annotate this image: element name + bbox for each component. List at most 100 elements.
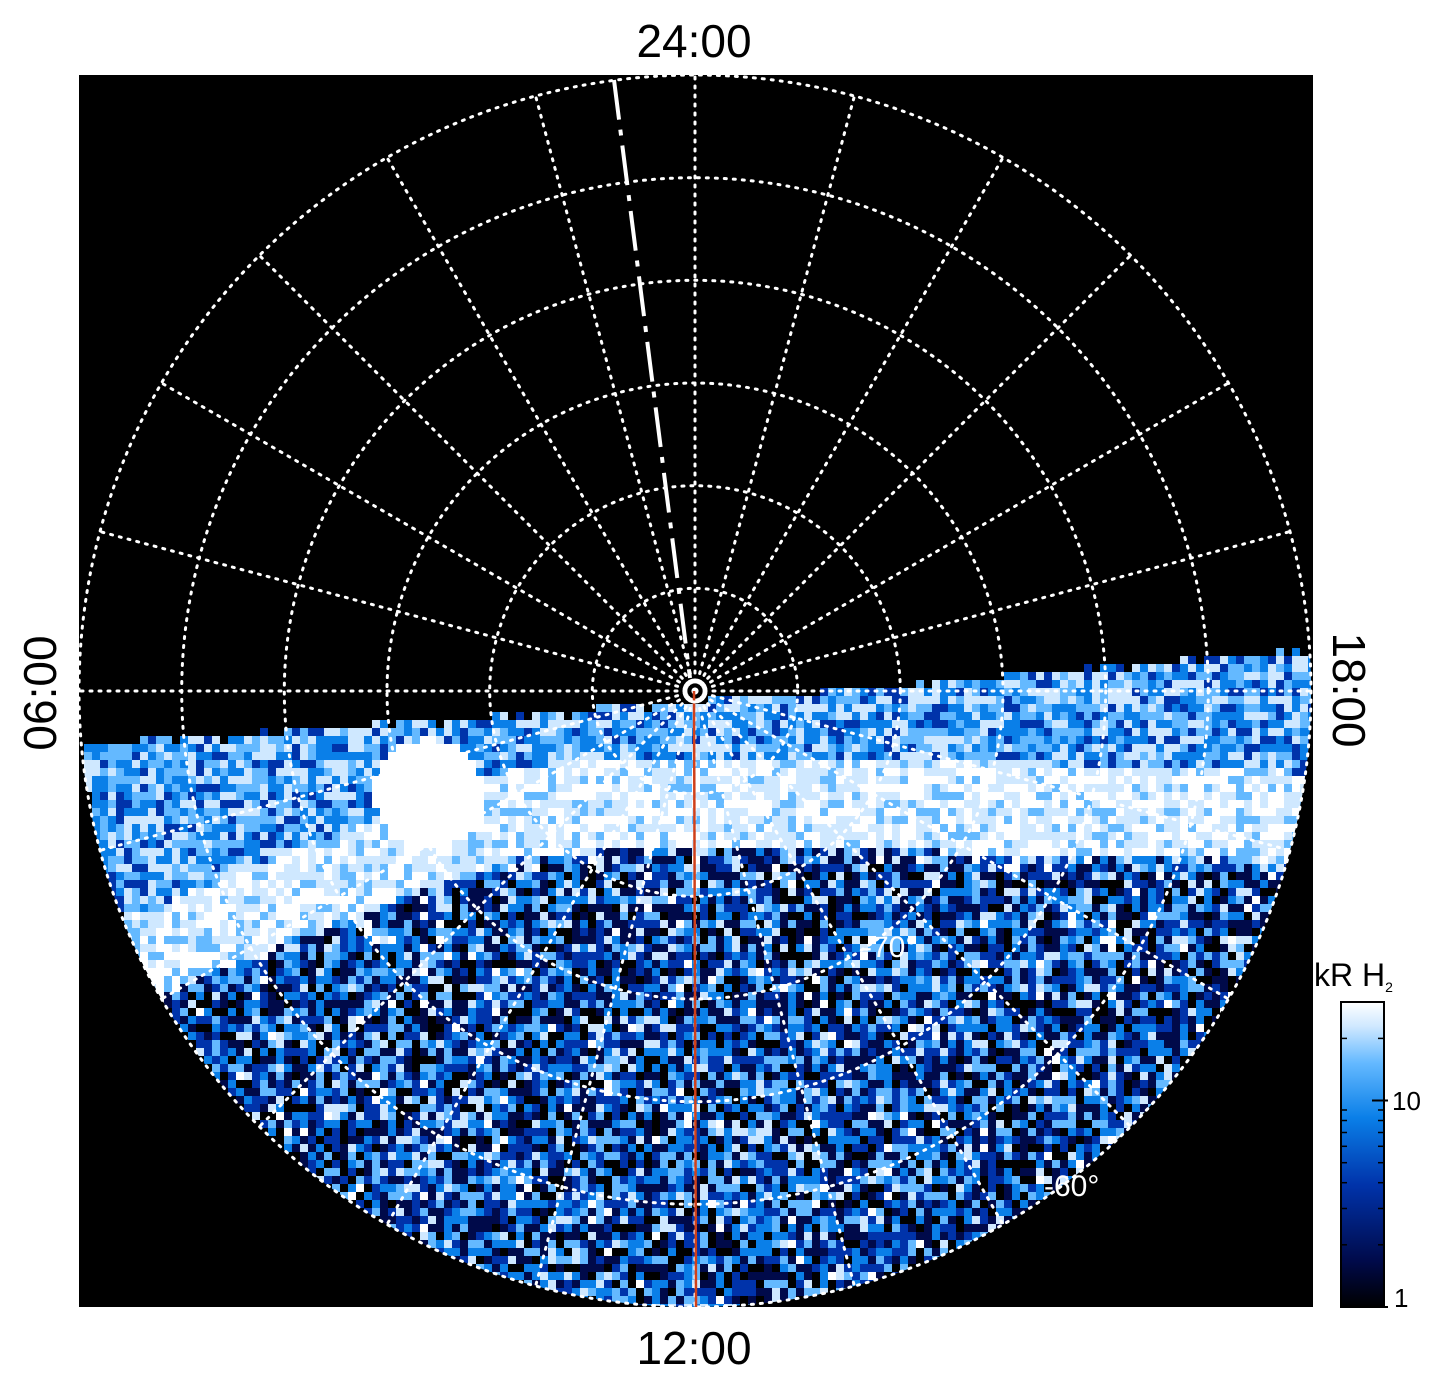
emission-pixel xyxy=(236,1096,244,1104)
emission-pixel xyxy=(700,1288,708,1296)
emission-pixel xyxy=(468,1200,476,1208)
emission-pixel xyxy=(292,960,300,968)
emission-pixel xyxy=(556,952,564,960)
emission-pixel xyxy=(556,904,564,912)
emission-pixel xyxy=(572,1200,580,1208)
emission-pixel xyxy=(540,1152,548,1160)
emission-pixel xyxy=(300,1056,308,1064)
emission-pixel xyxy=(212,968,220,976)
emission-pixel xyxy=(428,960,436,968)
emission-pixel xyxy=(308,1120,316,1128)
emission-pixel xyxy=(580,1200,588,1208)
emission-pixel xyxy=(532,984,540,992)
emission-pixel xyxy=(796,1152,804,1160)
emission-pixel xyxy=(236,1040,244,1048)
emission-pixel xyxy=(724,1160,732,1168)
emission-pixel xyxy=(356,1096,364,1104)
emission-pixel xyxy=(668,1152,676,1160)
emission-pixel xyxy=(468,1024,476,1032)
emission-pixel xyxy=(588,1144,596,1152)
emission-pixel xyxy=(524,1088,532,1096)
emission-pixel xyxy=(324,1096,332,1104)
emission-pixel xyxy=(348,1120,356,1128)
emission-pixel xyxy=(372,912,380,920)
emission-pixel xyxy=(596,1280,604,1288)
emission-pixel xyxy=(500,1000,508,1008)
emission-pixel xyxy=(612,952,620,960)
emission-pixel xyxy=(412,952,420,960)
emission-pixel xyxy=(324,992,332,1000)
emission-pixel xyxy=(572,1096,580,1104)
emission-pixel xyxy=(580,1128,588,1136)
emission-pixel xyxy=(636,944,644,952)
emission-pixel xyxy=(580,952,588,960)
emission-pixel xyxy=(516,1152,524,1160)
emission-pixel xyxy=(332,1104,340,1112)
emission-pixel xyxy=(668,1248,676,1256)
emission-pixel xyxy=(620,928,628,936)
emission-pixel xyxy=(684,1304,692,1307)
emission-pixel xyxy=(556,1096,564,1104)
emission-pixel xyxy=(716,968,724,976)
emission-pixel xyxy=(492,1000,500,1008)
emission-pixel xyxy=(748,1144,756,1152)
emission-pixel xyxy=(724,1104,732,1112)
emission-pixel xyxy=(420,1144,428,1152)
emission-pixel xyxy=(772,968,780,976)
emission-pixel xyxy=(492,1136,500,1144)
emission-pixel xyxy=(340,1096,348,1104)
emission-pixel xyxy=(380,912,388,920)
emission-pixel xyxy=(564,1048,572,1056)
emission-pixel xyxy=(252,1016,260,1024)
emission-pixel xyxy=(780,944,788,952)
emission-pixel xyxy=(628,1232,636,1240)
emission-pixel xyxy=(420,968,428,976)
emission-pixel xyxy=(348,968,356,976)
emission-pixel xyxy=(732,952,740,960)
emission-pixel xyxy=(652,1160,660,1168)
emission-pixel xyxy=(388,1008,396,1016)
emission-pixel xyxy=(596,928,604,936)
emission-pixel xyxy=(340,1032,348,1040)
emission-pixel xyxy=(588,1112,596,1120)
emission-pixel xyxy=(604,1128,612,1136)
emission-pixel xyxy=(652,1176,660,1184)
emission-pixel xyxy=(308,1000,316,1008)
emission-pixel xyxy=(748,1080,756,1088)
emission-pixel xyxy=(564,1104,572,1112)
emission-pixel xyxy=(548,992,556,1000)
emission-pixel xyxy=(524,1264,532,1272)
emission-pixel xyxy=(804,992,812,1000)
emission-pixel xyxy=(316,1032,324,1040)
emission-pixel xyxy=(236,1032,244,1040)
emission-pixel xyxy=(492,1248,500,1256)
emission-pixel xyxy=(556,1040,564,1048)
emission-pixel xyxy=(212,1016,220,1024)
emission-pixel xyxy=(324,976,332,984)
emission-pixel xyxy=(812,1048,820,1056)
emission-pixel xyxy=(772,920,780,928)
emission-pixel xyxy=(748,1072,756,1080)
emission-pixel xyxy=(684,968,692,976)
emission-pixel xyxy=(340,1008,348,1016)
emission-pixel xyxy=(500,1232,508,1240)
emission-pixel xyxy=(724,944,732,952)
emission-pixel xyxy=(764,1008,772,1016)
emission-pixel xyxy=(292,1136,300,1144)
emission-pixel xyxy=(324,1152,332,1160)
emission-pixel xyxy=(468,1232,476,1240)
emission-pixel xyxy=(580,920,588,928)
emission-pixel xyxy=(468,1096,476,1104)
emission-pixel xyxy=(796,1272,804,1280)
emission-pixel xyxy=(436,1144,444,1152)
emission-pixel xyxy=(396,952,404,960)
emission-pixel xyxy=(508,1120,516,1128)
emission-pixel xyxy=(612,936,620,944)
emission-pixel xyxy=(460,928,468,936)
emission-pixel xyxy=(460,1168,468,1176)
emission-pixel xyxy=(508,1176,516,1184)
emission-pixel xyxy=(428,912,436,920)
emission-pixel xyxy=(508,1088,516,1096)
emission-pixel xyxy=(268,1080,276,1088)
emission-pixel xyxy=(300,1048,308,1056)
